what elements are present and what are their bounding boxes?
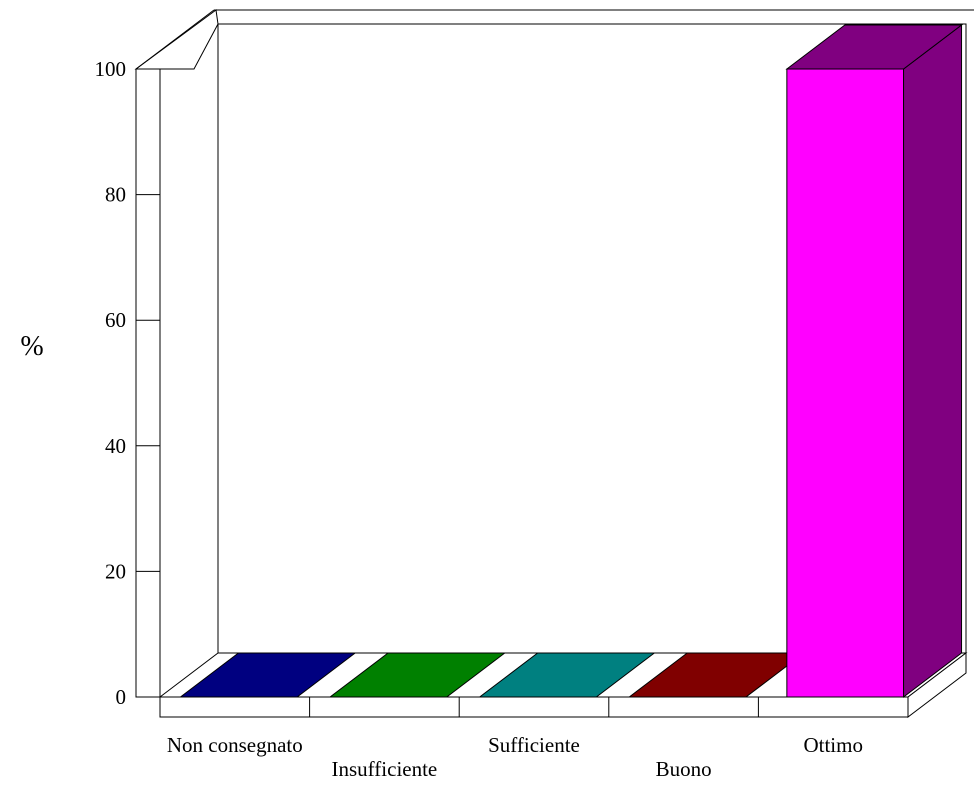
y-tick-label: 20 (105, 559, 126, 583)
chart-frame (134, 9, 974, 719)
category-label: Insufficiente (332, 757, 438, 780)
category-label: Ottimo (803, 733, 863, 757)
y-tick-label: 40 (105, 434, 126, 458)
category-label: Non consegnato (167, 733, 303, 757)
bar-2 (478, 652, 656, 698)
bar-front-4 (786, 68, 905, 698)
left-top-diagonal (135, 9, 215, 70)
floor-side (907, 651, 967, 719)
bar-top-4 (785, 24, 964, 70)
bar-side-4 (903, 23, 963, 699)
y-tick-label: 0 (116, 685, 127, 709)
y-axis-title: % (20, 331, 43, 362)
bar-1 (328, 652, 507, 698)
category-label: Buono (656, 757, 712, 780)
y-tick-label: 100 (95, 57, 127, 81)
y-tick-label: 60 (105, 308, 126, 332)
top-edge (134, 9, 219, 70)
category-label: Sufficiente (488, 733, 580, 757)
left-wall (135, 68, 161, 698)
y-tick-label: 80 (105, 183, 126, 207)
labels: 0 20 40 60 80 100% Non consegnato Insufficiente… (20, 57, 863, 781)
bar-0 (178, 652, 357, 698)
floor-front (159, 696, 909, 718)
bars (178, 23, 964, 699)
